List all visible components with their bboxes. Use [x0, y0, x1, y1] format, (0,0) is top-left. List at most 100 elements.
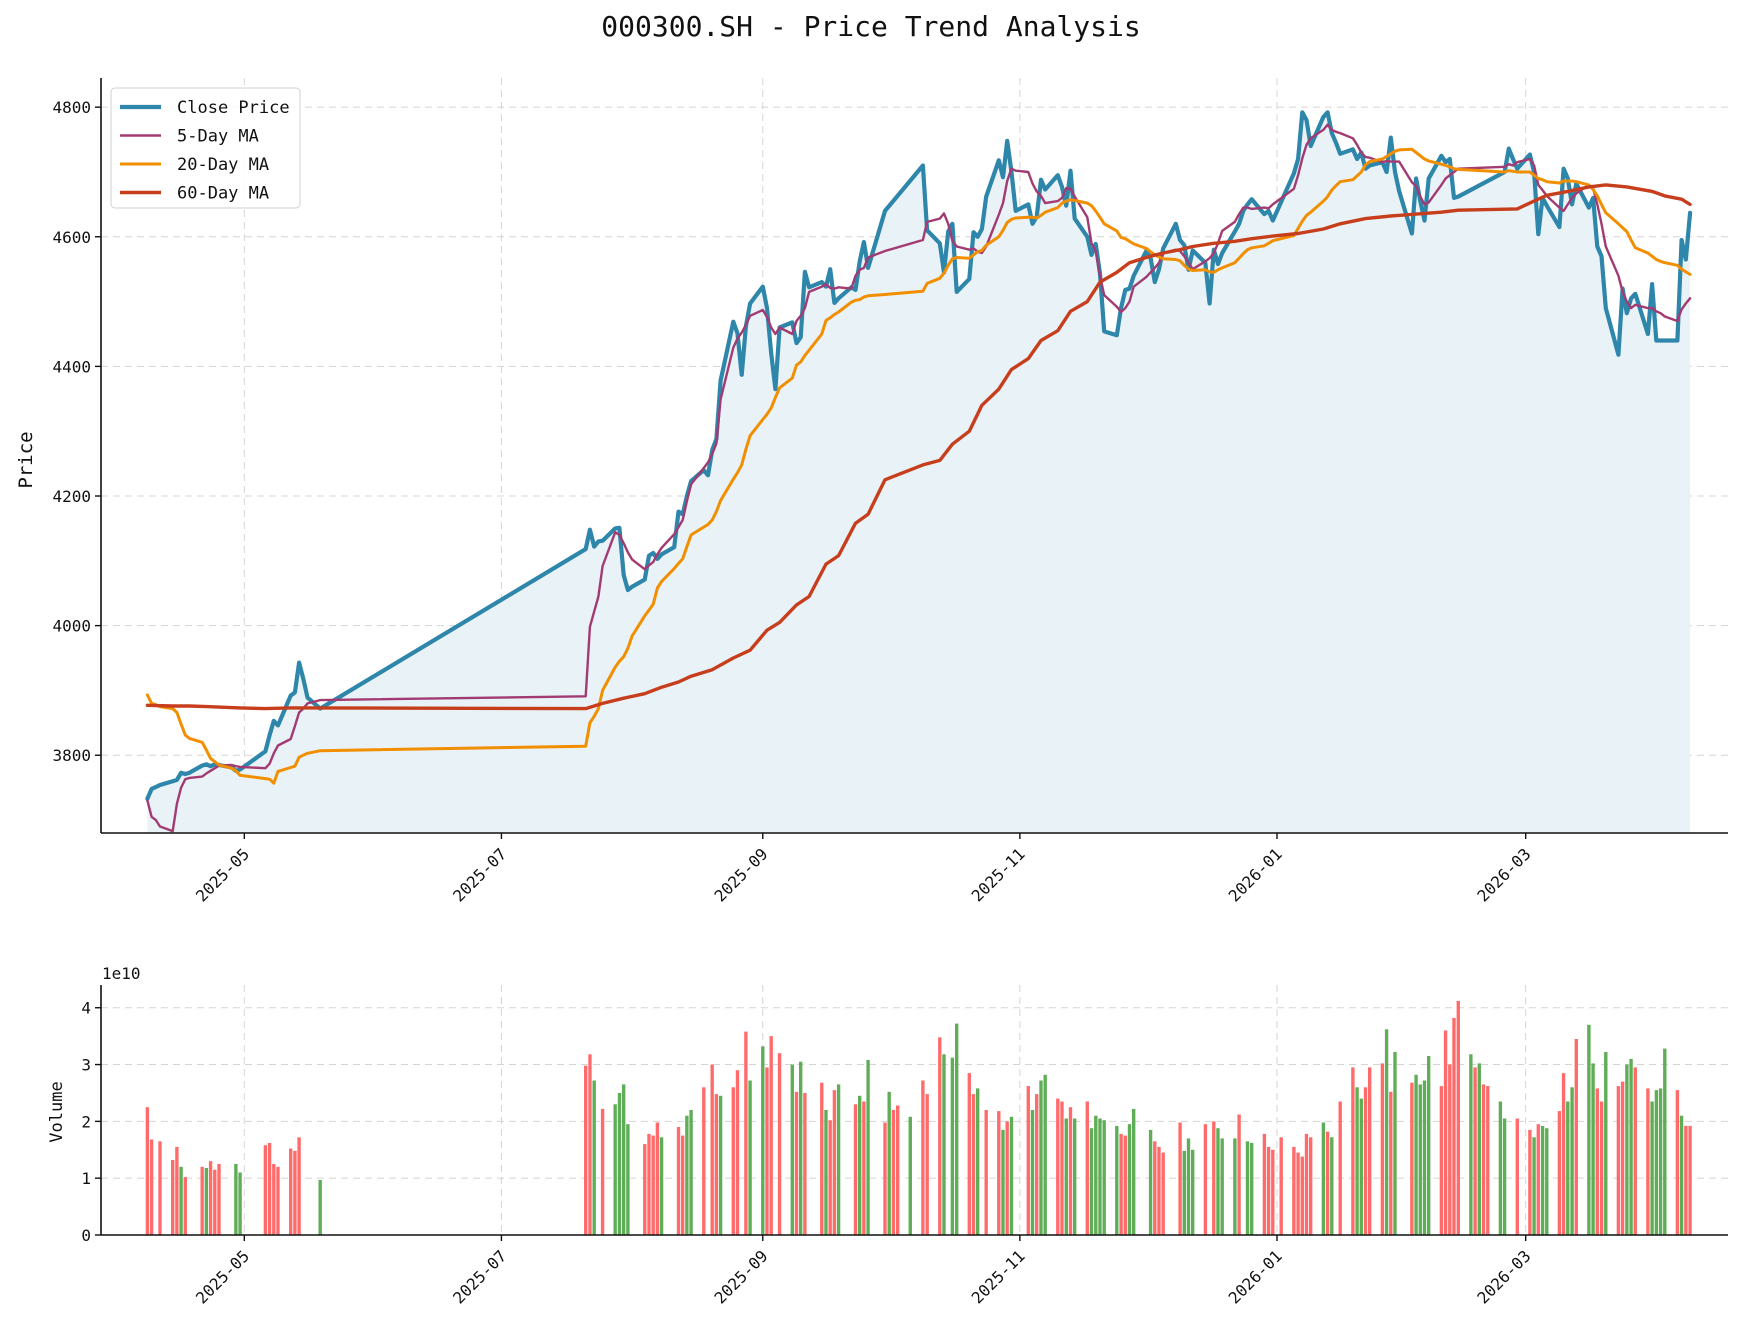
- volume-bar-175: [1620, 1081, 1625, 1235]
- volume-bar-128: [1321, 1122, 1326, 1235]
- volume-bar-74: [955, 1023, 959, 1235]
- volume-bar-73: [950, 1057, 955, 1235]
- volume-bar-177: [1629, 1058, 1633, 1235]
- volume-bar-124: [1296, 1152, 1300, 1235]
- volume-bar-120: [1266, 1146, 1271, 1235]
- volume-bar-2: [158, 1141, 162, 1236]
- volume-bar-62: [862, 1101, 866, 1235]
- price-y-tick-label-0: 3800: [52, 746, 91, 765]
- volume-bar-114: [1220, 1138, 1224, 1235]
- price-x-tick-label-0: 2025-05: [192, 844, 253, 905]
- volume-bar-182: [1658, 1088, 1663, 1235]
- price-x-tick-label-5: 2026-03: [1473, 844, 1534, 905]
- volume-grid: [101, 985, 1728, 1235]
- volume-bar-92: [1073, 1118, 1077, 1235]
- volume-bar-179: [1646, 1088, 1650, 1235]
- volume-bar-126: [1304, 1133, 1309, 1235]
- volume-x-tick-label-3: 2025-11: [968, 1246, 1029, 1307]
- volume-bar-47: [761, 1046, 765, 1235]
- volume-bar-172: [1599, 1101, 1604, 1235]
- volume-bar-135: [1363, 1087, 1368, 1235]
- volume-bar-48: [765, 1067, 769, 1235]
- volume-bar-150: [1456, 1000, 1460, 1235]
- volume-bar-71: [938, 1037, 942, 1235]
- volume-bar-118: [1250, 1143, 1254, 1235]
- volume-bar-103: [1148, 1129, 1153, 1235]
- volume-bar-163: [1545, 1128, 1549, 1235]
- volume-bar-32: [651, 1135, 655, 1235]
- volume-bar-138: [1384, 1029, 1389, 1235]
- volume-bar-153: [1477, 1063, 1481, 1235]
- price-y-tick-label-2: 4200: [52, 487, 91, 506]
- volume-bar-157: [1502, 1118, 1507, 1235]
- volume-bar-101: [1127, 1124, 1132, 1235]
- legend-box: [110, 87, 301, 209]
- volume-bar-154: [1481, 1084, 1486, 1235]
- price-y-tick-label-4: 4600: [52, 228, 91, 247]
- series-60-day-ma: [145, 183, 1692, 711]
- volume-bar-108: [1182, 1150, 1186, 1235]
- volume-bar-187: [1688, 1125, 1692, 1235]
- price-lines: [145, 110, 1693, 833]
- volume-bar-180: [1650, 1101, 1654, 1235]
- volume-bar-21: [318, 1179, 322, 1235]
- legend-label-0: Close Price: [177, 98, 290, 118]
- price-y-tick-label-3: 4400: [52, 357, 91, 376]
- volume-bar-116: [1237, 1114, 1241, 1235]
- volume-bar-176: [1625, 1064, 1629, 1235]
- volume-bar-112: [1212, 1121, 1216, 1235]
- volume-bar-26: [613, 1104, 617, 1235]
- volume-bar-161: [1536, 1124, 1540, 1235]
- volume-bar-174: [1616, 1086, 1621, 1235]
- volume-bar-84: [1030, 1110, 1035, 1235]
- volume-bar-27: [617, 1093, 622, 1235]
- series-line-3: [145, 183, 1692, 711]
- volume-bar-146: [1439, 1086, 1444, 1235]
- volume-bar-94: [1089, 1128, 1094, 1235]
- volume-bar-65: [887, 1091, 891, 1235]
- volume-offset-label: 1e10: [102, 964, 141, 983]
- volume-bar-24: [592, 1080, 596, 1235]
- volume-bar-158: [1515, 1118, 1519, 1235]
- volume-bar-78: [984, 1110, 988, 1235]
- volume-x-tick-label-2: 2025-09: [710, 1246, 771, 1307]
- volume-bar-68: [908, 1116, 912, 1235]
- volume-bar-167: [1570, 1087, 1574, 1235]
- volume-y-tick-label-3: 3: [81, 1056, 91, 1075]
- volume-bar-3: [171, 1160, 175, 1235]
- volume-bar-83: [1026, 1086, 1030, 1235]
- legend-label-1: 5-Day MA: [177, 127, 259, 147]
- volume-bar-86: [1039, 1080, 1043, 1235]
- volume-bar-9: [208, 1161, 213, 1235]
- volume-bar-89: [1060, 1101, 1064, 1235]
- volume-bar-15: [267, 1143, 272, 1235]
- volume-bar-1: [149, 1139, 154, 1235]
- volume-bar-91: [1068, 1107, 1073, 1235]
- volume-bar-25: [600, 1108, 605, 1235]
- volume-bar-60: [853, 1104, 858, 1235]
- volume-x-tick-label-0: 2025-05: [192, 1246, 253, 1307]
- volume-bar-151: [1469, 1054, 1473, 1235]
- volume-bar-142: [1414, 1074, 1418, 1235]
- volume-bar-122: [1279, 1137, 1283, 1235]
- price-x-tick-label-2: 2025-09: [710, 844, 771, 905]
- volume-bar-97: [1102, 1120, 1106, 1235]
- volume-bar-72: [942, 1054, 946, 1235]
- volume-bar-56: [824, 1110, 828, 1235]
- volume-bar-181: [1654, 1090, 1659, 1235]
- volume-bar-33: [655, 1122, 660, 1235]
- volume-bar-141: [1410, 1082, 1414, 1235]
- price-x-tick-label-4: 2026-01: [1225, 844, 1286, 905]
- volume-y-tick-label-0: 0: [81, 1226, 91, 1245]
- volume-bar-28: [622, 1084, 626, 1235]
- volume-bar-69: [921, 1080, 925, 1235]
- price-y-tick-label-5: 4800: [52, 98, 91, 117]
- volume-bar-14: [263, 1145, 268, 1235]
- volume-bars: [145, 1000, 1692, 1236]
- volume-bar-136: [1368, 1067, 1372, 1235]
- volume-bar-10: [213, 1169, 217, 1235]
- volume-bar-134: [1359, 1098, 1363, 1235]
- volume-bar-36: [681, 1135, 685, 1235]
- volume-bar-143: [1418, 1084, 1422, 1235]
- volume-bar-38: [689, 1110, 693, 1235]
